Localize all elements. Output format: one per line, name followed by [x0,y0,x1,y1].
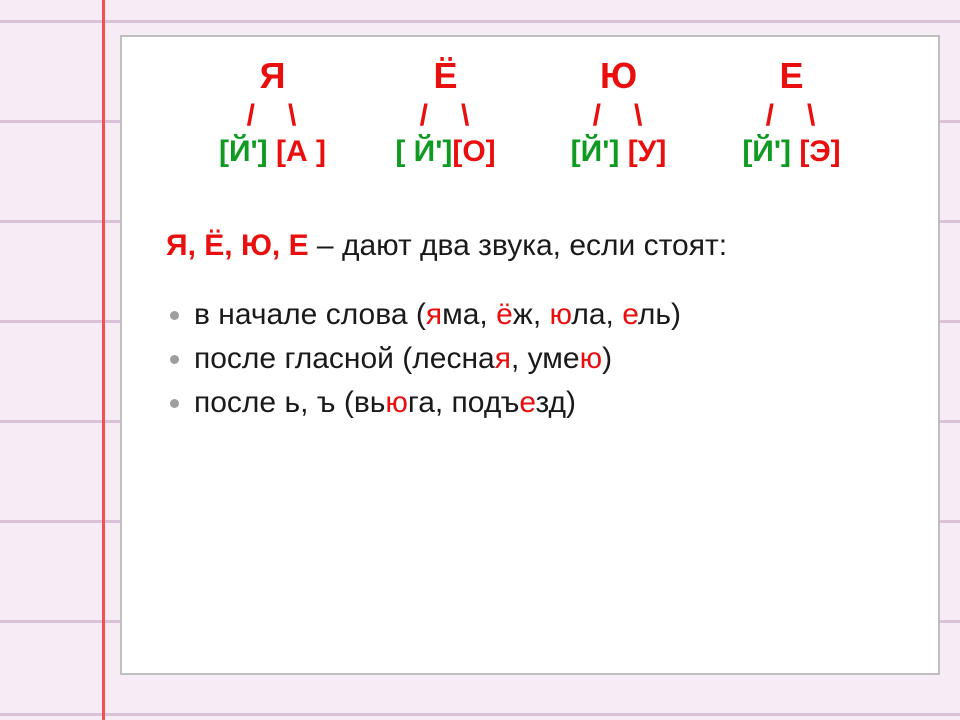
sound-pair: [ Й'][О] [395,135,495,169]
list-item: в начале слова (яма, ёж, юла, ель) [194,298,898,332]
list-item: после ь, ъ (вьюга, подъезд) [194,386,898,420]
content-card: Я/ \[Й'] [А ]Ё/ \[ Й'][О]Ю/ \[Й'] [У]Е/ … [120,35,940,675]
vowel-letter: Е [779,55,803,97]
notebook-line [0,20,960,23]
branch-slashes: / \ [593,99,645,133]
branch-slashes: / \ [766,99,818,133]
rule-span: Я, Ё, Ю, Е [166,229,309,262]
branch-slashes: / \ [420,99,472,133]
notebook-line [0,713,960,716]
sound-pair: [Й'] [У] [571,135,667,169]
vowel-col: Ё/ \[ Й'][О] [359,55,532,169]
vowel-col: Е/ \[Й'] [Э] [705,55,878,169]
rule-span: – дают два звука, если стоят: [309,229,727,262]
sound-pair: [Й'] [Э] [742,135,840,169]
vowel-letter: Ё [433,55,457,97]
vowel-col: Ю/ \[Й'] [У] [532,55,705,169]
list-item: после гласной (лесная, умею) [194,342,898,376]
vowel-letter: Я [260,55,286,97]
vowel-row: Я/ \[Й'] [А ]Ё/ \[ Й'][О]Ю/ \[Й'] [У]Е/ … [166,55,898,169]
notebook-margin [102,0,105,720]
sound-pair: [Й'] [А ] [219,135,326,169]
vowel-letter: Ю [600,55,637,97]
cases-list: в начале слова (яма, ёж, юла, ель) после … [166,298,898,420]
page: Я/ \[Й'] [А ]Ё/ \[ Й'][О]Ю/ \[Й'] [У]Е/ … [0,0,960,720]
branch-slashes: / \ [247,99,299,133]
vowel-col: Я/ \[Й'] [А ] [186,55,359,169]
rule-line: Я, Ё, Ю, Е – дают два звука, если стоят: [166,229,898,264]
